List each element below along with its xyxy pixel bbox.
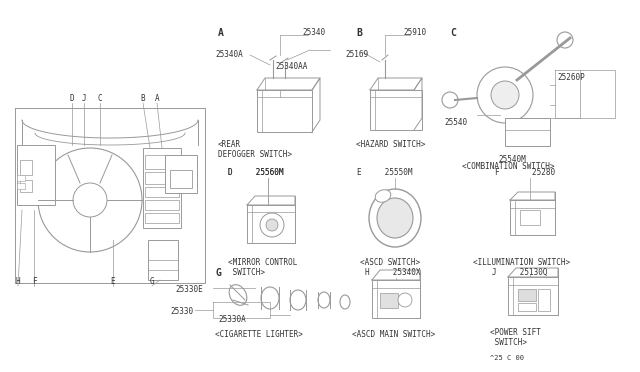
- Text: E: E: [111, 277, 115, 286]
- Bar: [380, 293, 398, 308]
- Text: <HAZARD SWITCH>: <HAZARD SWITCH>: [356, 140, 426, 149]
- Bar: [170, 170, 192, 188]
- Text: 25340AA: 25340AA: [275, 62, 307, 71]
- Bar: [165, 155, 197, 193]
- Text: 25169: 25169: [345, 50, 368, 59]
- Circle shape: [260, 213, 284, 237]
- Bar: [17, 145, 55, 205]
- Ellipse shape: [318, 292, 330, 308]
- Text: A: A: [155, 94, 159, 103]
- Text: <ASCD MAIN SWITCH>: <ASCD MAIN SWITCH>: [352, 330, 435, 339]
- Circle shape: [477, 67, 533, 123]
- Text: <ILLUMINATION SWITCH>: <ILLUMINATION SWITCH>: [473, 258, 570, 267]
- Bar: [257, 90, 312, 132]
- Text: C: C: [98, 94, 102, 103]
- Bar: [17, 175, 25, 181]
- Text: 25330E: 25330E: [175, 285, 203, 294]
- Circle shape: [38, 148, 142, 252]
- Text: D     25560M: D 25560M: [228, 168, 284, 177]
- Ellipse shape: [229, 285, 247, 305]
- Text: <POWER SIFT
 SWITCH>: <POWER SIFT SWITCH>: [490, 328, 541, 347]
- Text: 25330A: 25330A: [218, 315, 246, 324]
- Text: <COMBINATION SWITCH>: <COMBINATION SWITCH>: [462, 162, 554, 171]
- Circle shape: [266, 219, 278, 231]
- Bar: [145, 200, 179, 210]
- Text: 25340: 25340: [302, 28, 325, 37]
- Bar: [508, 277, 558, 315]
- Bar: [518, 289, 536, 301]
- Text: <CIGARETTE LIGHTER>: <CIGARETTE LIGHTER>: [215, 330, 303, 339]
- Text: B: B: [141, 94, 145, 103]
- Circle shape: [491, 81, 519, 109]
- Bar: [370, 90, 422, 130]
- Text: H     25340X: H 25340X: [365, 268, 420, 277]
- Text: ^25 C 00: ^25 C 00: [490, 355, 524, 361]
- Text: D: D: [70, 94, 74, 103]
- Bar: [247, 205, 295, 243]
- Text: D     25560M: D 25560M: [228, 168, 284, 177]
- Ellipse shape: [340, 295, 350, 309]
- Bar: [372, 280, 420, 318]
- Text: F: F: [32, 277, 36, 286]
- Ellipse shape: [290, 290, 306, 310]
- Circle shape: [442, 92, 458, 108]
- Bar: [538, 289, 550, 311]
- Bar: [17, 183, 25, 189]
- Text: H: H: [16, 277, 20, 286]
- Ellipse shape: [375, 190, 391, 202]
- Bar: [145, 213, 179, 223]
- Text: 25330: 25330: [170, 307, 193, 316]
- Text: 25260P: 25260P: [557, 73, 585, 82]
- Bar: [505, 118, 550, 146]
- Text: 25540M: 25540M: [498, 155, 525, 164]
- Bar: [510, 200, 555, 235]
- Bar: [518, 303, 536, 311]
- Bar: [145, 172, 179, 184]
- Text: C: C: [450, 28, 456, 38]
- Bar: [20, 180, 32, 192]
- Bar: [143, 148, 181, 228]
- Ellipse shape: [369, 189, 421, 247]
- Circle shape: [557, 32, 573, 48]
- Text: A: A: [218, 28, 224, 38]
- Circle shape: [73, 183, 107, 217]
- Text: B: B: [356, 28, 362, 38]
- Text: J: J: [82, 94, 86, 103]
- Text: 25540: 25540: [444, 118, 467, 127]
- Bar: [520, 210, 540, 225]
- Text: F       25280: F 25280: [495, 168, 555, 177]
- Bar: [145, 187, 179, 197]
- Text: E     25550M: E 25550M: [357, 168, 413, 177]
- Text: 25340A: 25340A: [215, 50, 243, 59]
- Bar: [145, 155, 179, 169]
- Ellipse shape: [377, 198, 413, 238]
- Circle shape: [398, 293, 412, 307]
- Text: G: G: [215, 268, 221, 278]
- Text: <REAR
DEFOGGER SWITCH>: <REAR DEFOGGER SWITCH>: [218, 140, 292, 159]
- Bar: [20, 160, 32, 175]
- Text: 25910: 25910: [403, 28, 426, 37]
- Text: <ASCD SWITCH>: <ASCD SWITCH>: [360, 258, 420, 267]
- Text: <MIRROR CONTROL
 SWITCH>: <MIRROR CONTROL SWITCH>: [228, 258, 298, 278]
- Text: J     25130Q: J 25130Q: [492, 268, 547, 277]
- Ellipse shape: [261, 287, 279, 309]
- Text: G: G: [150, 277, 154, 286]
- Bar: [148, 240, 178, 280]
